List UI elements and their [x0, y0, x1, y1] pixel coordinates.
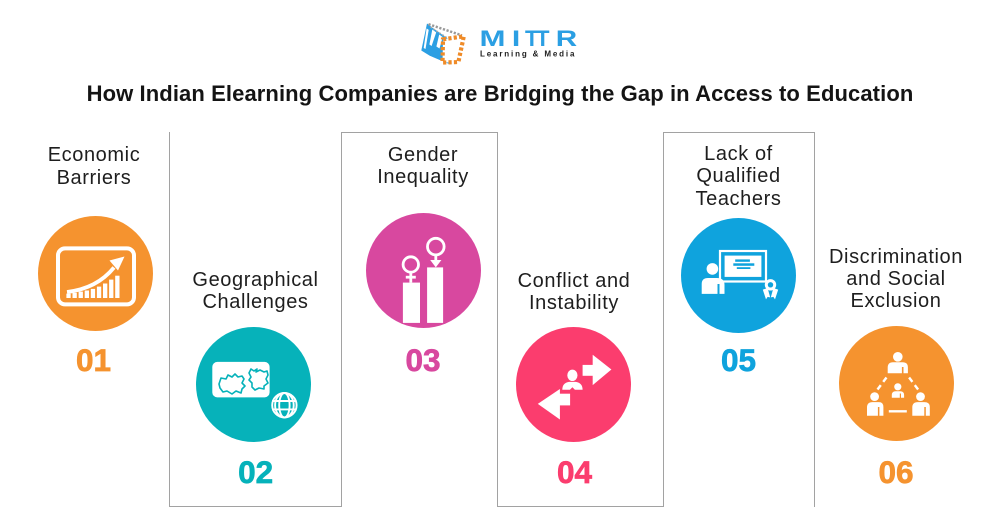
svg-text:T: T — [525, 26, 539, 51]
svg-text:M: M — [479, 26, 505, 51]
svg-text:Learning & Media: Learning & Media — [480, 49, 576, 58]
svg-text:R: R — [556, 26, 577, 51]
svg-text:T: T — [536, 26, 550, 51]
svg-text:I: I — [512, 26, 520, 51]
